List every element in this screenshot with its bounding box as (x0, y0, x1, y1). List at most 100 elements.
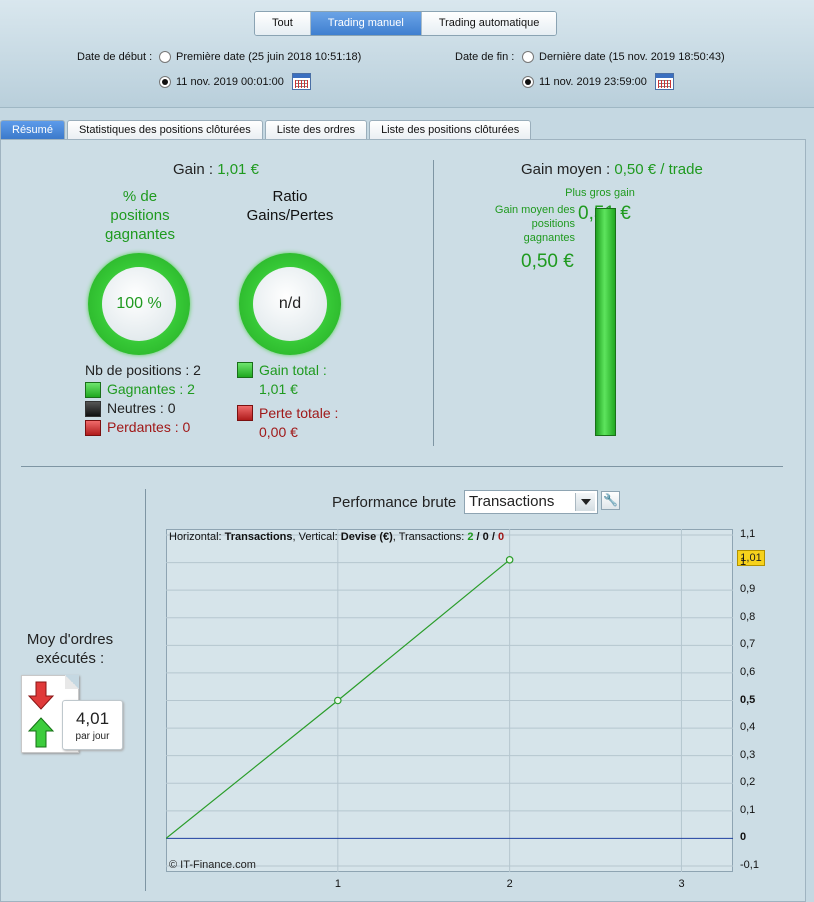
avg-gain-header: Gain moyen : 0,50 € / trade (521, 161, 703, 178)
hint-vertical: Devise (€) (340, 531, 393, 543)
y-tick-label: 0,7 (740, 638, 756, 651)
y-tick-label: 1 (740, 555, 747, 568)
losing-count: Perdantes : 0 (107, 419, 191, 435)
x-tick-label: 2 (506, 878, 513, 890)
avg-winning-label: Gain moyen des positions gagnantes (490, 203, 575, 245)
winning-count: Gagnantes : 2 (107, 381, 195, 397)
y-tick-label: 0,2 (740, 776, 756, 789)
wrench-icon[interactable]: 🔧 (601, 491, 620, 510)
ratio-title-line: Gains/Pertes (246, 207, 334, 224)
ratio-title: Ratio Gains/Pertes (238, 187, 342, 225)
win-pct-title-line: gagnantes (104, 226, 176, 243)
winning-swatch (85, 382, 101, 398)
end-date-label: Date de fin : (455, 51, 515, 63)
data-point (505, 556, 514, 564)
avg-winning-label-line: Gain moyen des (494, 204, 575, 216)
performance-label: Performance brute (332, 494, 457, 511)
end-last-radio[interactable] (522, 51, 534, 63)
end-last-option[interactable]: Dernière date (15 nov. 2019 18:50:43) (539, 51, 725, 63)
y-tick-label: 0,1 (740, 803, 756, 816)
hint-tx-sep: / (473, 531, 483, 543)
orders-title-line: Moy d'ordres (26, 631, 114, 648)
tab-closed-positions[interactable]: Liste des positions clôturées (369, 120, 532, 140)
hint-tx-win: 2 (467, 531, 474, 543)
start-first-radio[interactable] (159, 51, 171, 63)
gain-header: Gain : 1,01 € (173, 161, 259, 178)
y-tick-label: 0,6 (740, 665, 756, 678)
y-tick-label: 0 (740, 831, 747, 844)
y-tick-label: 0,4 (740, 721, 756, 734)
win-pct-title-line: positions (110, 207, 170, 224)
avg-gain-label: Gain moyen : (521, 161, 611, 178)
performance-chart-svg (166, 529, 733, 872)
biggest-gain-bar (595, 208, 616, 436)
ratio-gauge: n/d (239, 253, 341, 355)
end-custom-radio[interactable] (522, 76, 534, 88)
hint-tx-sep: / (488, 531, 498, 543)
current-value-marker: 1,01 (737, 550, 765, 566)
total-gain-swatch (237, 362, 253, 378)
total-gain-value: 1,01 € (259, 381, 298, 397)
hint-tx-neutral: 0 (482, 531, 489, 543)
y-tick-label: 1,1 (740, 528, 756, 540)
chart-hint: Horizontal: Transactions, Vertical: Devi… (169, 531, 504, 543)
chart-copyright: © IT-Finance.com (169, 859, 256, 871)
mode-selector: Tout Trading manuel Trading automatique (254, 11, 558, 36)
mode-manual-button[interactable]: Trading manuel (310, 12, 422, 35)
gain-value: 1,01 € (217, 161, 259, 178)
biggest-gain-label: Plus gros gain (565, 187, 635, 199)
y-tick-label: -0,1 (740, 859, 759, 871)
win-pct-title: % de positions gagnantes (90, 187, 190, 244)
orders-title: Moy d'ordres exécutés : (20, 630, 120, 668)
total-loss-label: Perte totale : (259, 405, 339, 421)
y-tick-label: 0,3 (740, 748, 756, 761)
tab-bar: Résumé Statistiques des positions clôtur… (0, 120, 533, 140)
nb-positions: Nb de positions : 2 (85, 362, 201, 378)
avg-gain-value: 0,50 € / trade (614, 161, 703, 178)
orders-per-day-value: 4,01 (75, 709, 110, 728)
orders-per-day-card: 4,01 par jour (62, 700, 123, 750)
start-calendar-icon[interactable] (292, 73, 311, 90)
total-loss-swatch (237, 405, 253, 421)
end-calendar-icon[interactable] (655, 73, 674, 90)
start-date-label: Date de début : (77, 51, 153, 63)
mode-auto-button[interactable]: Trading automatique (421, 12, 557, 35)
win-pct-gauge: 100 % (88, 253, 190, 355)
chevron-down-icon[interactable] (575, 493, 595, 511)
performance-select[interactable]: Transactions (464, 490, 598, 514)
orders-per-day-unit: par jour (75, 731, 110, 742)
x-tick-label: 3 (678, 878, 685, 890)
hint-tx: , Transactions: (392, 531, 468, 543)
total-loss-value: 0,00 € (259, 424, 298, 440)
ratio-value: n/d (253, 267, 327, 341)
y-tick-label: 0,8 (740, 610, 756, 623)
neutral-count: Neutres : 0 (107, 400, 176, 416)
end-custom-date[interactable]: 11 nov. 2019 23:59:00 (539, 76, 647, 88)
losing-swatch (85, 420, 101, 436)
data-point (334, 696, 342, 705)
total-gain-label: Gain total : (259, 362, 327, 378)
ratio-title-line: Ratio (272, 188, 308, 205)
win-pct-title-line: % de (122, 188, 158, 205)
section-divider (433, 160, 434, 446)
x-tick-label: 1 (334, 878, 341, 890)
neutral-swatch (85, 401, 101, 417)
avg-winning-label-line: gagnantes (523, 232, 575, 244)
y-tick-label: 0,9 (740, 583, 756, 596)
tab-closed-stats[interactable]: Statistiques des positions clôturées (66, 120, 263, 140)
orders-title-line: exécutés : (35, 650, 105, 667)
start-custom-radio[interactable] (159, 76, 171, 88)
start-custom-date[interactable]: 11 nov. 2019 00:01:00 (176, 76, 284, 88)
avg-winning-value: 0,50 € (521, 251, 574, 272)
start-first-option[interactable]: Première date (25 juin 2018 10:51:18) (176, 51, 362, 63)
y-tick-label: 0,5 (740, 693, 756, 706)
hint-horizontal: Transactions (224, 531, 293, 543)
horizontal-divider (21, 466, 783, 467)
tab-resume[interactable]: Résumé (0, 120, 65, 140)
hint-prefix: Horizontal: (169, 531, 225, 543)
performance-select-value: Transactions (469, 493, 555, 510)
hint-tx-loss: 0 (497, 531, 505, 543)
mode-all-button[interactable]: Tout (255, 12, 311, 35)
performance-chart (166, 529, 733, 872)
tab-orders[interactable]: Liste des ordres (264, 120, 368, 140)
